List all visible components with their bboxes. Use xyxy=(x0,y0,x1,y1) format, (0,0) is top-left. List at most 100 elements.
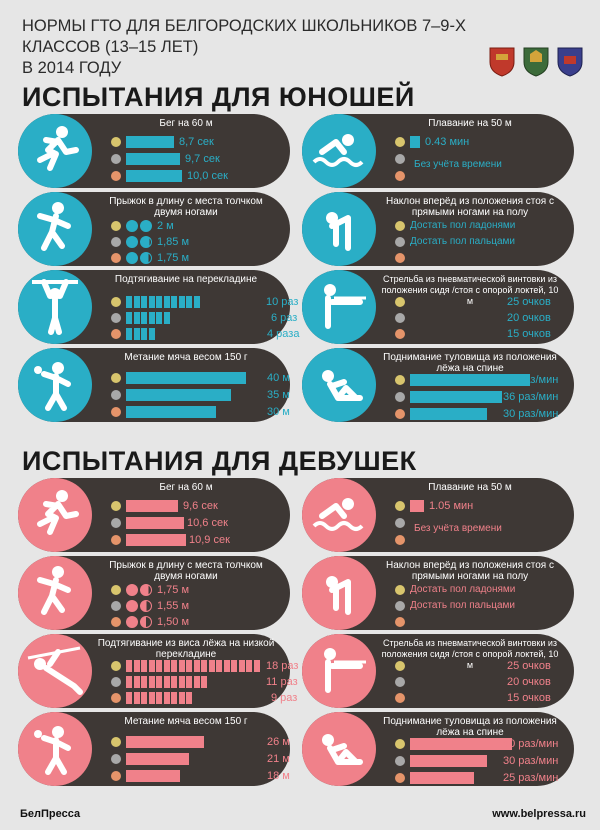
repetition-square xyxy=(126,692,132,704)
bronze-dot xyxy=(395,409,405,419)
header-line-1: НОРМЫ ГТО ДЛЯ БЕЛГОРОДСКИХ ШКОЛЬНИКОВ 7–… xyxy=(22,17,466,56)
bronze-dot xyxy=(111,407,121,417)
girls-card-throw: Метание мяча весом 150 г 26 м 21 м 18 м xyxy=(18,712,290,786)
bronze-dot xyxy=(111,329,121,339)
jump-circle xyxy=(126,584,138,596)
result-bar xyxy=(410,391,502,403)
repetition-square xyxy=(141,676,147,688)
repetition-square xyxy=(163,676,170,688)
coat-of-arms-icon xyxy=(523,47,549,77)
result-value: 1.05 мин xyxy=(429,500,474,512)
bronze-dot xyxy=(395,693,405,703)
repetition-square xyxy=(246,660,252,672)
gold-dot xyxy=(395,137,405,147)
repetition-square xyxy=(133,676,140,688)
repetition-square xyxy=(231,660,237,672)
silver-dot xyxy=(111,677,121,687)
repetition-square xyxy=(186,692,192,704)
result-bar xyxy=(126,753,189,765)
result-value: 2 м xyxy=(157,220,174,232)
result-value: 36 раз/мин xyxy=(503,391,559,403)
card-title: Поднимание туловища из положения лёжа на… xyxy=(383,352,557,374)
result-value: 47 раз/мин xyxy=(503,374,559,386)
thrower-icon xyxy=(18,348,92,422)
repetition-square xyxy=(141,296,147,308)
gold-dot xyxy=(395,221,405,231)
result-value: 18 м xyxy=(267,770,290,782)
bronze-dot xyxy=(111,771,121,781)
repetition-square xyxy=(193,296,200,308)
result-value: Достать пол пальцами xyxy=(410,236,515,247)
result-value: 18 раз xyxy=(266,660,299,672)
result-bar xyxy=(410,374,530,386)
low-bar-pullup-icon xyxy=(18,634,92,708)
website-link[interactable]: www.belpressa.ru xyxy=(492,808,586,820)
publisher-logo: БелПресса xyxy=(20,808,81,820)
bronze-dot xyxy=(111,535,121,545)
result-value: 1,55 м xyxy=(157,600,190,612)
silver-dot xyxy=(111,601,121,611)
repetition-square xyxy=(126,676,132,688)
gold-dot xyxy=(395,739,405,749)
repetition-square xyxy=(216,660,222,672)
situp-icon xyxy=(302,348,376,422)
emblems xyxy=(486,44,586,78)
silver-dot xyxy=(111,754,121,764)
jump-circle xyxy=(140,236,152,248)
result-value: 9 раз xyxy=(271,692,298,704)
result-value: 9,7 сек xyxy=(185,153,220,165)
jump-circle xyxy=(140,252,152,264)
result-bar xyxy=(410,408,487,420)
bending-icon xyxy=(302,556,376,630)
gold-dot xyxy=(111,373,121,383)
result-value: 21 м xyxy=(267,753,290,765)
pullup-icon xyxy=(18,270,92,344)
result-bar xyxy=(410,500,424,512)
bronze-dot xyxy=(395,535,405,545)
runner-icon xyxy=(18,114,92,188)
gold-dot xyxy=(111,661,121,671)
girls-card-run: Бег на 60 м 9,6 сек 10,6 сек 10,9 сек xyxy=(18,478,290,552)
bronze-dot xyxy=(395,617,405,627)
result-bar xyxy=(126,770,180,782)
result-value: 15 очков xyxy=(507,692,551,704)
result-value: 20 очков xyxy=(507,676,551,688)
swim-note: Без учёта времени xyxy=(414,523,502,534)
repetition-square xyxy=(171,660,177,672)
jump-circle xyxy=(126,616,138,628)
boys-card-swim: Плавание на 50 м 0.43 мин Без учёта врем… xyxy=(302,114,574,188)
result-bar xyxy=(126,517,184,529)
bronze-dot xyxy=(111,171,121,181)
bronze-dot xyxy=(111,617,121,627)
result-bar xyxy=(410,755,487,767)
silver-dot xyxy=(111,390,121,400)
girls-card-pullup: Подтягивание из виса лёжа на низкой пере… xyxy=(18,634,298,708)
gold-dot xyxy=(395,585,405,595)
card-title: Подтягивание из виса лёжа на низкой пере… xyxy=(97,638,275,660)
result-value: Достать пол ладонями xyxy=(410,584,516,595)
jumper-icon xyxy=(18,192,92,266)
boys-card-jump: Прыжок в длину с места толчком двумя ног… xyxy=(18,192,290,266)
result-value: 30 раз/мин xyxy=(503,408,559,420)
result-value: 1,85 м xyxy=(157,236,190,248)
result-bar xyxy=(126,372,246,384)
girls-section-title: ИСПЫТАНИЯ ДЛЯ ДЕВУШЕК xyxy=(22,446,417,476)
card-title: Стрельба из пневматической винтовки из п… xyxy=(381,638,559,670)
result-bar xyxy=(126,389,231,401)
result-value: 1,75 м xyxy=(157,252,190,264)
repetition-square xyxy=(171,296,177,308)
bending-icon xyxy=(302,192,376,266)
result-value: 9,6 сек xyxy=(183,500,218,512)
bronze-dot xyxy=(395,773,405,783)
result-value: 25 очков xyxy=(507,660,551,672)
repetition-square xyxy=(253,660,260,672)
jumper-icon xyxy=(18,556,92,630)
repetition-square xyxy=(126,660,132,672)
bronze-dot xyxy=(395,253,405,263)
silver-dot xyxy=(395,392,405,402)
repetition-square xyxy=(163,692,170,704)
boys-card-bend: Наклон вперёд из положения стоя с прямым… xyxy=(302,192,574,266)
header: НОРМЫ ГТО ДЛЯ БЕЛГОРОДСКИХ ШКОЛЬНИКОВ 7–… xyxy=(22,16,482,79)
jump-circle xyxy=(126,600,138,612)
girls-card-bend: Наклон вперёд из положения стоя с прямым… xyxy=(302,556,574,630)
